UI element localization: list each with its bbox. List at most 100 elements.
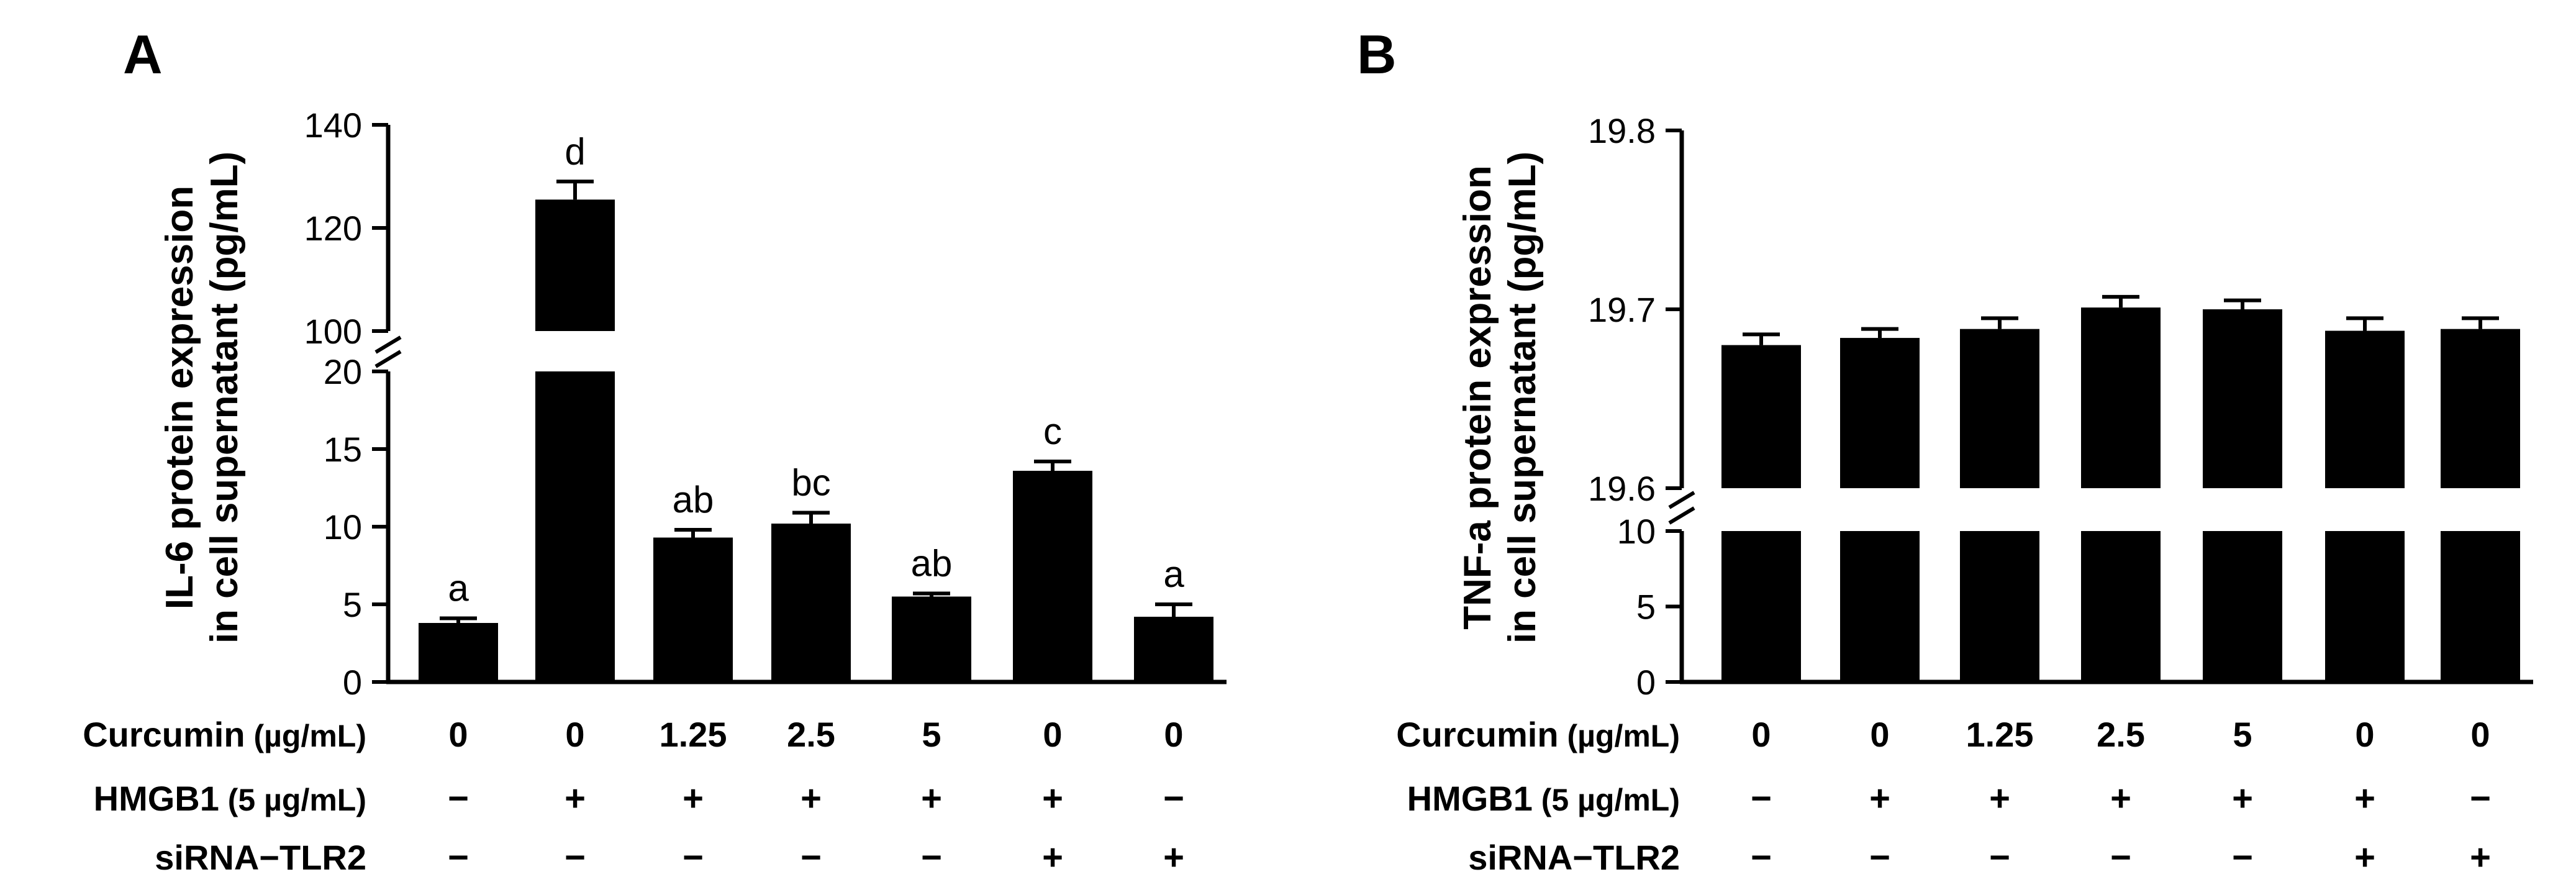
condition-unit: (µg/mL) bbox=[1559, 719, 1680, 753]
significance-label: bc bbox=[791, 462, 830, 504]
condition-value: − bbox=[1751, 837, 1772, 878]
bar-upper bbox=[1960, 329, 2039, 488]
bar bbox=[2325, 531, 2405, 682]
y-tick-label: 19.7 bbox=[1588, 290, 1656, 329]
bar bbox=[2203, 531, 2282, 682]
y-tick-label: 10 bbox=[324, 507, 362, 547]
condition-value: − bbox=[448, 778, 469, 819]
significance-label: a bbox=[1163, 553, 1184, 595]
condition-value: − bbox=[448, 837, 469, 878]
bar bbox=[771, 524, 851, 682]
bar bbox=[1721, 531, 1801, 682]
y-tick-label: 5 bbox=[343, 585, 362, 624]
condition-name: siRNA−TLR2 bbox=[155, 838, 366, 877]
condition-label-sirna: siRNA−TLR2 bbox=[155, 838, 366, 877]
bar bbox=[1134, 617, 1213, 682]
bar bbox=[1840, 531, 1920, 682]
condition-value: − bbox=[2232, 837, 2253, 878]
significance-label: ab bbox=[911, 543, 953, 584]
condition-value: + bbox=[565, 778, 586, 819]
condition-value: 0 bbox=[448, 715, 468, 754]
y-tick-label: 0 bbox=[1636, 663, 1656, 702]
condition-value: + bbox=[1869, 778, 1890, 819]
bar bbox=[1013, 471, 1092, 682]
condition-value: 0 bbox=[1043, 715, 1062, 754]
condition-value: 5 bbox=[2233, 715, 2252, 754]
bar-upper bbox=[535, 199, 615, 331]
bar bbox=[419, 623, 498, 682]
condition-label-hmgb1: HMGB1 (5 µg/mL) bbox=[94, 779, 366, 818]
condition-value: 0 bbox=[2470, 715, 2490, 754]
bar bbox=[2081, 531, 2161, 682]
condition-value: − bbox=[800, 837, 822, 878]
axis-break-mark bbox=[374, 350, 402, 368]
axis-break-mark bbox=[374, 335, 402, 354]
condition-value: + bbox=[2354, 837, 2375, 878]
bar bbox=[2441, 531, 2520, 682]
condition-value: + bbox=[921, 778, 942, 819]
bar bbox=[653, 537, 733, 682]
condition-value: − bbox=[921, 837, 942, 878]
condition-value: 0 bbox=[1164, 715, 1183, 754]
condition-value: 2.5 bbox=[2097, 715, 2145, 754]
condition-unit: (5 µg/mL) bbox=[219, 783, 366, 817]
y-axis-title-line: IL-6 protein expression bbox=[158, 186, 201, 609]
condition-name: HMGB1 bbox=[94, 779, 219, 818]
y-axis-title: TNF-a protein expressionin cell supernat… bbox=[1456, 152, 1544, 643]
condition-value: − bbox=[1751, 778, 1772, 819]
condition-value: − bbox=[1869, 837, 1890, 878]
condition-value: + bbox=[1042, 837, 1063, 878]
condition-value: 1.25 bbox=[1966, 715, 2034, 754]
condition-value: + bbox=[800, 778, 822, 819]
condition-value: 2.5 bbox=[787, 715, 835, 754]
condition-value: − bbox=[683, 837, 704, 878]
condition-value: − bbox=[2470, 778, 2491, 819]
condition-label-curcumin: Curcumin (µg/mL) bbox=[83, 715, 366, 754]
bar bbox=[892, 596, 971, 682]
condition-value: + bbox=[2470, 837, 2491, 878]
condition-value: + bbox=[2354, 778, 2375, 819]
condition-unit: (5 µg/mL) bbox=[1533, 783, 1680, 817]
bar-upper bbox=[1721, 345, 1801, 488]
condition-label-hmgb1: HMGB1 (5 µg/mL) bbox=[1407, 779, 1680, 818]
y-axis-title: IL-6 protein expressionin cell supernata… bbox=[158, 152, 246, 643]
y-tick-label: 19.8 bbox=[1588, 111, 1656, 150]
condition-value: − bbox=[565, 837, 586, 878]
condition-value: − bbox=[1163, 778, 1184, 819]
significance-label: c bbox=[1043, 411, 1062, 452]
condition-value: 1.25 bbox=[660, 715, 727, 754]
condition-value: 0 bbox=[1751, 715, 1771, 754]
bar bbox=[535, 371, 615, 682]
condition-value: − bbox=[1989, 837, 2010, 878]
panel-b: B TNF-a protein expressionin cell superna… bbox=[1357, 24, 2533, 702]
y-tick-label: 140 bbox=[304, 106, 362, 145]
y-tick-label: 19.6 bbox=[1588, 469, 1656, 508]
significance-label: d bbox=[565, 130, 585, 172]
condition-name: HMGB1 bbox=[1407, 779, 1533, 818]
condition-value: 5 bbox=[922, 715, 941, 754]
y-tick-label: 5 bbox=[1636, 588, 1656, 627]
y-axis-title-line: TNF-a protein expression bbox=[1456, 165, 1499, 630]
condition-value: + bbox=[1042, 778, 1063, 819]
condition-unit: (µg/mL) bbox=[245, 719, 366, 753]
bar-upper bbox=[2081, 307, 2161, 488]
condition-name: Curcumin bbox=[1396, 715, 1558, 754]
condition-value: 0 bbox=[565, 715, 584, 754]
significance-label: a bbox=[448, 568, 469, 609]
panel-label-b: B bbox=[1357, 24, 1397, 85]
bar-upper bbox=[2441, 329, 2520, 488]
condition-value: + bbox=[1989, 778, 2010, 819]
y-axis-title-line: in cell supernatant (pg/mL) bbox=[1501, 152, 1544, 643]
condition-value: − bbox=[2110, 837, 2131, 878]
axis-break-mark bbox=[1668, 491, 1695, 509]
condition-name: siRNA−TLR2 bbox=[1468, 838, 1680, 877]
y-axis-title-line: in cell supernatant (pg/mL) bbox=[203, 152, 246, 643]
condition-label-sirna: siRNA−TLR2 bbox=[1468, 838, 1680, 877]
bar-upper bbox=[2325, 330, 2405, 488]
y-tick-label: 0 bbox=[343, 663, 362, 702]
panel-a: A IL-6 protein expressionin cell supernat… bbox=[123, 24, 1227, 702]
significance-label: ab bbox=[673, 479, 714, 520]
condition-value: 0 bbox=[2355, 715, 2374, 754]
condition-name: Curcumin bbox=[83, 715, 245, 754]
